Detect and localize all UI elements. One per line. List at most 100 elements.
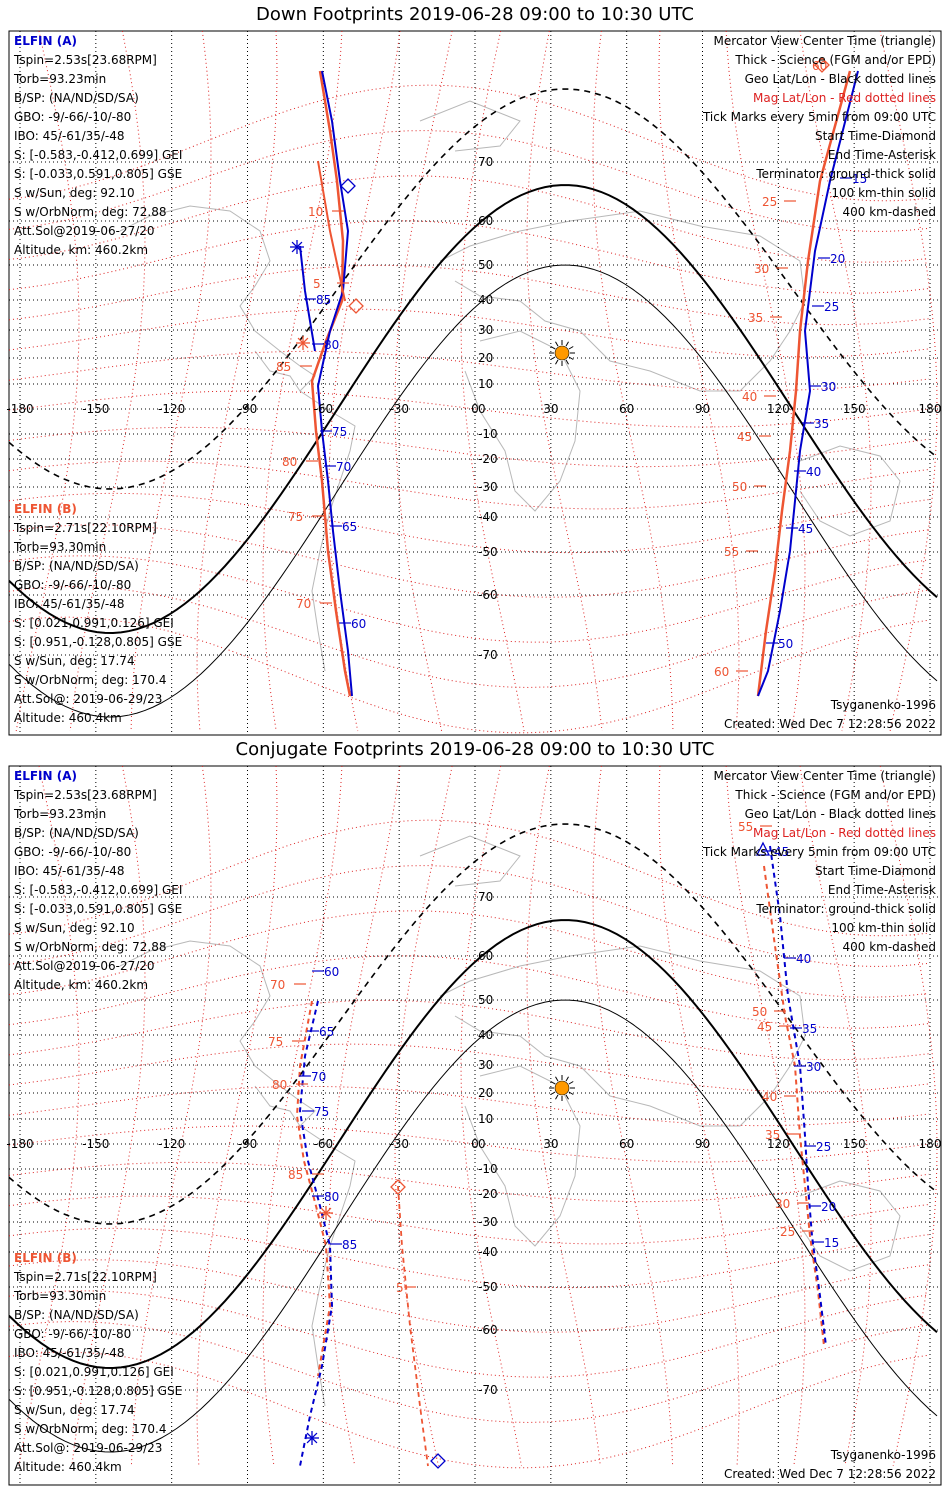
mag-lat-line (9, 1321, 930, 1423)
elfin-b-start-diamond-icon (348, 298, 364, 314)
legend-line: Terminator: ground-thick solid (755, 167, 936, 181)
asterisk-stroke (306, 1432, 318, 1444)
lon-label: 30 (543, 402, 558, 416)
sun-ray (555, 1094, 559, 1100)
coastline (419, 100, 521, 152)
coastline (119, 205, 316, 392)
legend-line: Start Time-Diamond (815, 864, 936, 878)
elfin-a-red-tick-label: 30 (775, 1197, 790, 1211)
elfin-b-red-tick-label: 80 (282, 455, 297, 469)
lon-label: 150 (843, 1137, 866, 1151)
elfin-b-info: GBO: -9/-66/-10/-80 (14, 1327, 131, 1341)
elfin-b-start-diamond-icon (430, 1453, 446, 1469)
end-asterisk-icon (290, 240, 304, 254)
terminator-line (9, 88, 938, 490)
elfin-a-start-diamond-icon (390, 1179, 406, 1195)
legend-line: 100 km-thin solid (831, 921, 936, 935)
elfin-a-red-track (763, 865, 825, 1347)
elfin-a-info: S w/OrbNorm, deg: 72.88 (14, 940, 166, 954)
legend-line: End Time-Asterisk (828, 148, 936, 162)
elfin-b-tick-label: 85 (316, 293, 331, 307)
lon-label: -150 (82, 1137, 109, 1151)
legend-line: 100 km-thin solid (831, 186, 936, 200)
elfin-a-red-tick-label: 35 (748, 311, 763, 325)
sun-ray (568, 346, 574, 350)
elfin-a-tick-label: 15 (852, 172, 867, 186)
sun-ray (565, 341, 569, 347)
lon-label: 90 (695, 1137, 710, 1151)
mag-lat-line (9, 1043, 930, 1093)
elfin-b-info: S w/Sun, deg: 17.74 (14, 654, 135, 668)
elfin-b-red-tick-label: 85 (276, 360, 291, 374)
lat-label: 0 (478, 402, 486, 416)
elfin-a-tick-label: 15 (824, 1236, 839, 1250)
elfin-b-red-tick-label: 75 (268, 1035, 283, 1049)
lat-label: -70 (478, 648, 498, 662)
sun-ray (550, 1081, 556, 1085)
elfin-a-info: Tspin=2.53s[23.68RPM] (13, 788, 157, 802)
elfin-a-red-tick-label: 55 (724, 545, 739, 559)
created-label: Created: Wed Dec 7 12:28:56 2022 (724, 1467, 936, 1481)
lon-label: 30 (543, 1137, 558, 1151)
elfin-a-red-tick-label: 25 (780, 1225, 795, 1239)
legend-line: 400 km-dashed (842, 940, 936, 954)
model-label: Tsyganenko-1996 (830, 1448, 936, 1462)
lon-label: -120 (158, 1137, 185, 1151)
elfin-a-end-label: 60 (812, 59, 827, 73)
lat-label: 70 (478, 890, 493, 904)
lat-label: -30 (478, 1215, 498, 1229)
lat-label: -60 (478, 1323, 498, 1337)
elfin-a-tick-label: 30 (806, 1060, 821, 1074)
lat-label: -60 (478, 588, 498, 602)
sun-disc (554, 1080, 570, 1096)
elfin-b-info: Tspin=2.71s[22.10RPM] (13, 521, 157, 535)
elfin-b-info: Att.Sol@: 2019-06-29/23 (14, 1441, 162, 1455)
lon-label: -30 (389, 402, 409, 416)
legend-line: Geo Lat/Lon - Black dotted lines (745, 807, 936, 821)
asterisk-stroke (291, 241, 303, 253)
elfin-a-info: Torb=93.23min (13, 72, 106, 86)
mag-lat-line (9, 130, 930, 232)
elfin-a-start-diamond-icon (340, 178, 356, 194)
legend-line: End Time-Asterisk (828, 883, 936, 897)
elfin-b-tick-label: 80 (324, 338, 339, 352)
map-area (9, 766, 941, 1485)
elfin-a-info: B/SP: (NA/ND/SD/SA) (14, 826, 139, 840)
mag-lat-line (9, 955, 930, 1029)
sun-ray (550, 346, 556, 350)
model-label: Tsyganenko-1996 (830, 698, 936, 712)
elfin-a-info: Altitude, km: 460.2km (14, 243, 148, 257)
end-asterisk-icon (305, 1431, 319, 1445)
lat-label: 50 (478, 993, 493, 1007)
elfin-b-tick-label: 75 (314, 1105, 329, 1119)
lon-label: -60 (314, 402, 334, 416)
elfin-a-blue-track (757, 70, 859, 697)
lat-label: 30 (478, 1058, 493, 1072)
elfin-b-red-tick-label: 80 (272, 1078, 287, 1092)
lat-label: 10 (478, 1112, 493, 1126)
lon-label: 0 (471, 1137, 479, 1151)
elfin-a-info: Torb=93.23min (13, 807, 106, 821)
elfin-a-tick-label: 25 (816, 1140, 831, 1154)
lat-label: 20 (478, 1086, 493, 1100)
lon-label: 60 (619, 1137, 634, 1151)
elfin-a-info: Att.Sol@2019-06-27/20 (14, 959, 155, 973)
mag-lat-line (9, 999, 930, 1061)
elfin-a-tick-label: 30 (821, 380, 836, 394)
elfin-a-end-diamond-icon (814, 57, 830, 73)
legend-line: Tick Marks every 5min from 09:00 UTC (702, 110, 936, 124)
elfin-a-info: IBO: 45/-61/35/-48 (14, 129, 125, 143)
elfin-a-red-tick-label: 45 (757, 1020, 772, 1034)
mag-lat-line (9, 865, 930, 967)
elfin-b-red-tick-label: 85 (288, 1168, 303, 1182)
elfin-a-red-track-south (397, 1185, 429, 1467)
elfin-a-end-label: 5 (396, 1281, 404, 1295)
lat-label: 60 (478, 949, 493, 963)
mag-lat-line (9, 264, 930, 326)
elfin-a-tick-label: 45 (774, 845, 789, 859)
elfin-a-info: Altitude, km: 460.2km (14, 978, 148, 992)
elfin-b-tick-label: 70 (311, 1070, 326, 1084)
elfin-a-info: S w/Sun, deg: 92.10 (14, 186, 135, 200)
elfin-b-tick-label: 65 (319, 1025, 334, 1039)
